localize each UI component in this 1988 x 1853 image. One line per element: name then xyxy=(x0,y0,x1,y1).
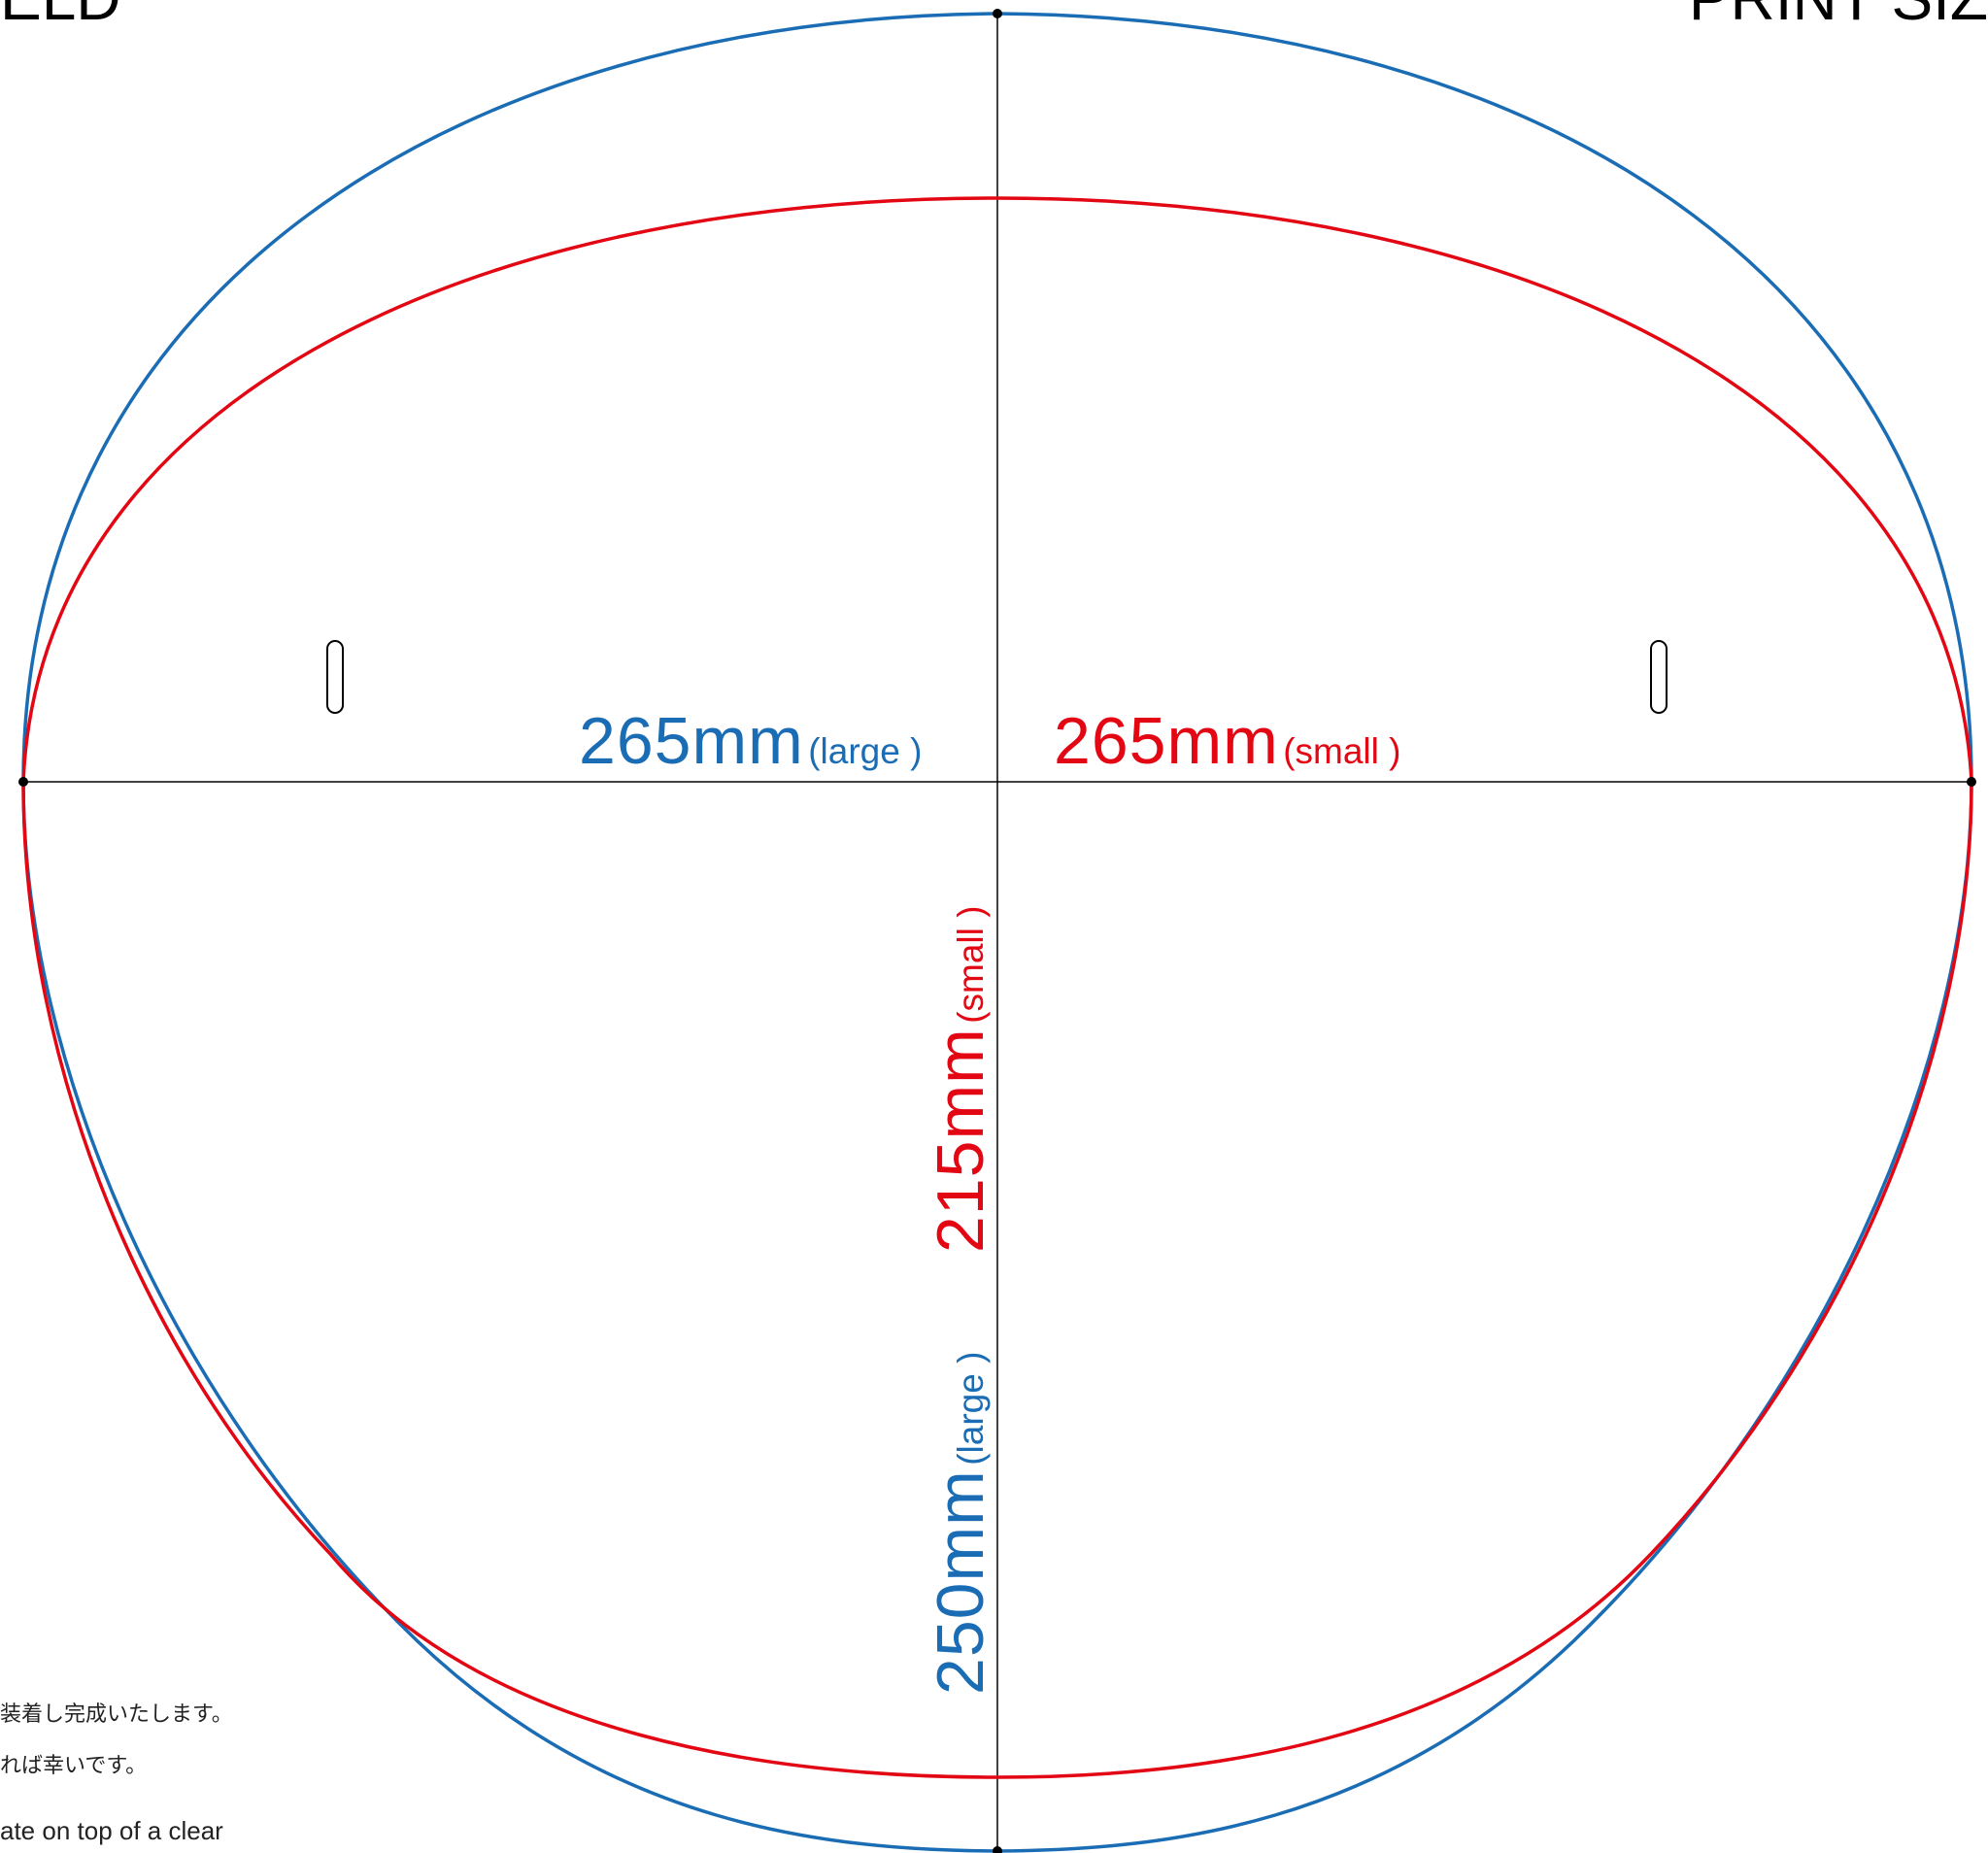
note-line-3: ate on top of a clear xyxy=(0,1816,223,1845)
large-shield-outline xyxy=(21,12,1973,1853)
height-large-tag: (large ) xyxy=(951,1351,991,1466)
width-small-value: 265mm xyxy=(1054,704,1279,778)
height-large-value: 250mm xyxy=(924,1469,997,1695)
bottom-measure-dot xyxy=(993,1846,1002,1853)
height-small-tag: (small ) xyxy=(951,905,991,1024)
width-large-value: 265mm xyxy=(579,704,804,778)
note-line-2: れば幸いです。 xyxy=(0,1754,148,1778)
height-small-label: 215mm (small ) xyxy=(923,906,998,1253)
height-large-label: 250mm (large ) xyxy=(923,1352,998,1695)
width-small-label: 265mm (small ) xyxy=(1054,703,1400,779)
width-small-tag: (small ) xyxy=(1283,731,1401,771)
right-measure-dot xyxy=(1967,777,1976,787)
width-large-label: 265mm (large ) xyxy=(579,703,922,779)
height-small-value: 215mm xyxy=(924,1028,997,1253)
header-left-fragment: ELD xyxy=(0,0,121,29)
note-line-1: 装着し完成いたします。 xyxy=(0,1702,233,1727)
small-shield-outline xyxy=(21,196,1973,1779)
left-measure-dot xyxy=(18,777,28,787)
right-slot xyxy=(1650,640,1668,714)
width-large-tag: (large ) xyxy=(808,731,923,771)
header-right-fragment: PRINT SIZ xyxy=(1689,0,1988,29)
top-measure-dot xyxy=(993,9,1002,18)
left-slot xyxy=(326,640,344,714)
